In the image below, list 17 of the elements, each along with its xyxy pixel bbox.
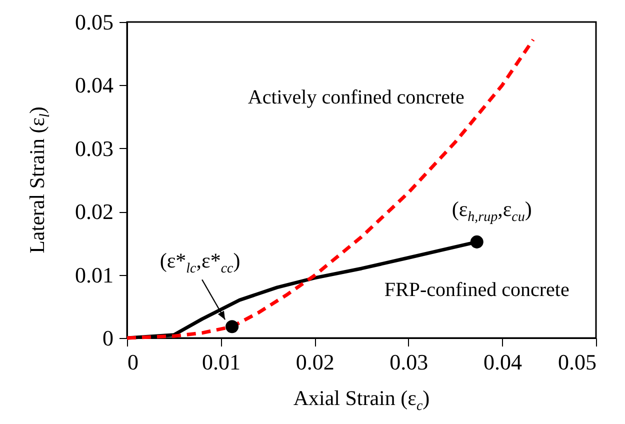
x-tick-label: 0.04 [483,350,522,374]
y-tick-label: 0.05 [75,10,114,34]
x-tick-label: 0 [128,350,138,374]
annotation: (ε$_{h,rup}$,ε$_{cu}$) [452,196,532,226]
y-tick-label: 0.04 [75,72,114,98]
y-tick-label: 0.01 [75,262,114,288]
x-axis-title: Axial Strain (ε$_{c}$) [293,386,430,414]
x-tick-label: 0.03 [390,350,428,374]
annotation: (ε*$_{lc}$,ε*$_{cc}$) [160,248,240,277]
series-label: FRP-confined concrete [384,278,570,301]
x-tick-label: 0.01 [202,350,241,374]
x-tick-label: 0.05 [558,350,596,374]
y-tick-label: 0.02 [75,199,114,224]
y-tick-label: 0 [102,326,114,350]
series-label: Actively confined concrete [248,86,464,109]
x-tick-label: 0.02 [296,350,334,374]
y-tick-label: 0.03 [75,136,114,161]
